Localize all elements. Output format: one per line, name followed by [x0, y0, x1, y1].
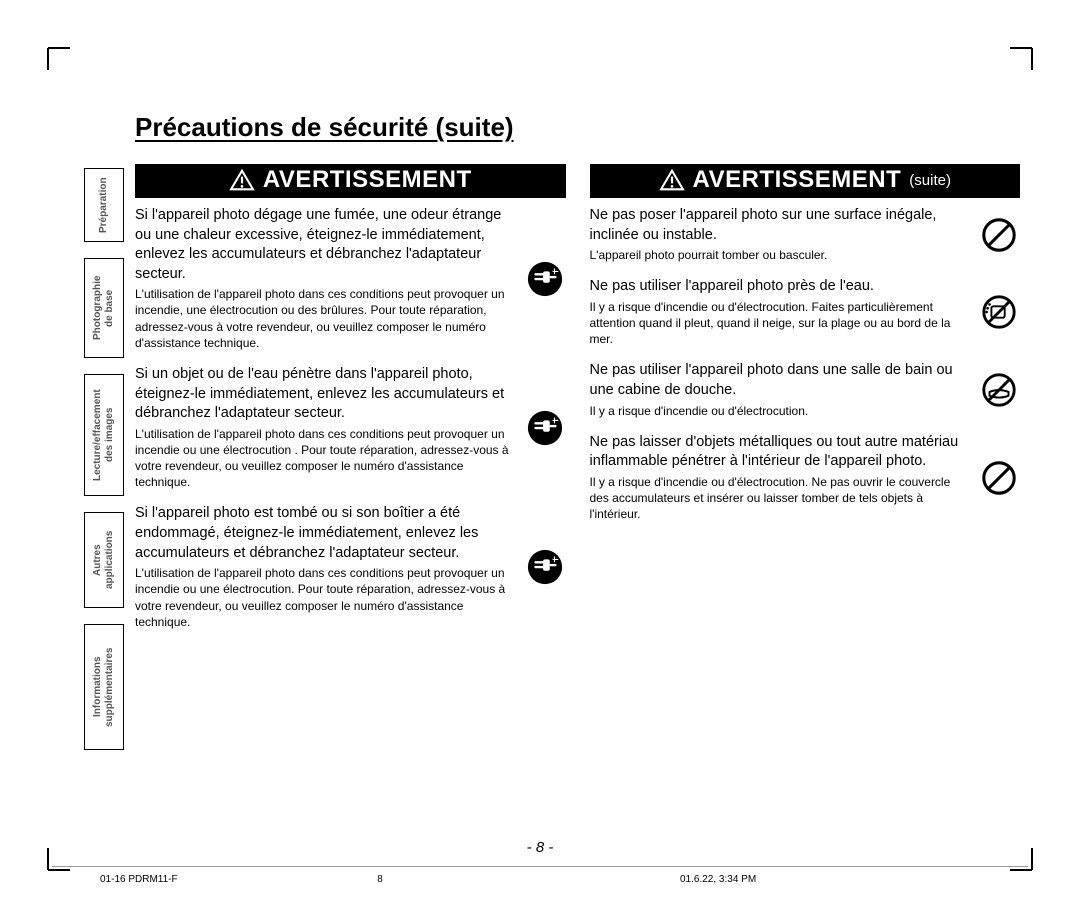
- unplug-icon: [524, 206, 566, 351]
- warning-item: Si l'appareil photo dégage une fumée, un…: [135, 206, 566, 351]
- item-body: L'utilisation de l'appareil photo dans c…: [135, 565, 514, 630]
- warning-triangle-icon: [659, 169, 685, 191]
- item-heading: Ne pas utiliser l'appareil photo dans un…: [590, 361, 969, 400]
- content-area: AVERTISSEMENT Si l'appareil photo dégage…: [135, 164, 1020, 840]
- warning-banner-left: AVERTISSEMENT: [135, 164, 566, 198]
- tab-lecture: Lecture/effacement des images: [84, 374, 124, 496]
- item-heading: Si l'appareil photo est tombé ou si son …: [135, 504, 514, 563]
- warning-label: AVERTISSEMENT: [693, 166, 902, 194]
- item-body: Il y a risque d'incendie ou d'électrocut…: [590, 474, 969, 523]
- prohibit-icon: [978, 433, 1020, 523]
- item-body: L'appareil photo pourrait tomber ou basc…: [590, 247, 969, 263]
- item-heading: Ne pas utiliser l'appareil photo près de…: [590, 277, 969, 297]
- no-bath-icon: [978, 361, 1020, 418]
- right-column: AVERTISSEMENT (suite) Ne pas poser l'app…: [590, 164, 1021, 840]
- warning-item: Ne pas poser l'appareil photo sur une su…: [590, 206, 1021, 263]
- unplug-icon: [524, 504, 566, 629]
- item-heading: Ne pas laisser d'objets métalliques ou t…: [590, 433, 969, 472]
- warning-item: Ne pas laisser d'objets métalliques ou t…: [590, 433, 1021, 523]
- item-body: Il y a risque d'incendie ou d'électrocut…: [590, 299, 969, 348]
- item-body: L'utilisation de l'appareil photo dans c…: [135, 286, 514, 351]
- left-column: AVERTISSEMENT Si l'appareil photo dégage…: [135, 164, 566, 840]
- warning-item: Si un objet ou de l'eau pénètre dans l'a…: [135, 365, 566, 490]
- unplug-icon: [524, 365, 566, 490]
- tab-photographie: Photographie de base: [84, 258, 124, 358]
- footer-left: 01-16 PDRM11-F: [100, 874, 178, 885]
- item-heading: Si un objet ou de l'eau pénètre dans l'a…: [135, 365, 514, 424]
- tab-autres: Autres applications: [84, 512, 124, 608]
- warning-triangle-icon: [229, 169, 255, 191]
- warning-label: AVERTISSEMENT: [263, 166, 472, 194]
- item-body: Il y a risque d'incendie ou d'électrocut…: [590, 403, 969, 419]
- footer-divider: [52, 866, 1028, 867]
- side-tabs: Préparation Photographie de base Lecture…: [84, 168, 124, 750]
- tab-preparation: Préparation: [84, 168, 124, 242]
- warning-banner-right: AVERTISSEMENT (suite): [590, 164, 1021, 198]
- warning-suite: (suite): [909, 172, 951, 189]
- warning-item: Ne pas utiliser l'appareil photo près de…: [590, 277, 1021, 347]
- item-body: L'utilisation de l'appareil photo dans c…: [135, 426, 514, 491]
- footer-mid: 8: [377, 874, 383, 885]
- prohibit-icon: [978, 206, 1020, 263]
- warning-item: Ne pas utiliser l'appareil photo dans un…: [590, 361, 1021, 418]
- tab-informations: Informations supplémentaires: [84, 624, 124, 750]
- no-water-icon: [978, 277, 1020, 347]
- item-heading: Si l'appareil photo dégage une fumée, un…: [135, 206, 514, 284]
- page-number: - 8 -: [0, 839, 1080, 856]
- item-heading: Ne pas poser l'appareil photo sur une su…: [590, 206, 969, 245]
- warning-item: Si l'appareil photo est tombé ou si son …: [135, 504, 566, 629]
- footer-right: 01.6.22, 3:34 PM: [680, 874, 756, 885]
- page-title: Précautions de sécurité (suite): [135, 112, 514, 143]
